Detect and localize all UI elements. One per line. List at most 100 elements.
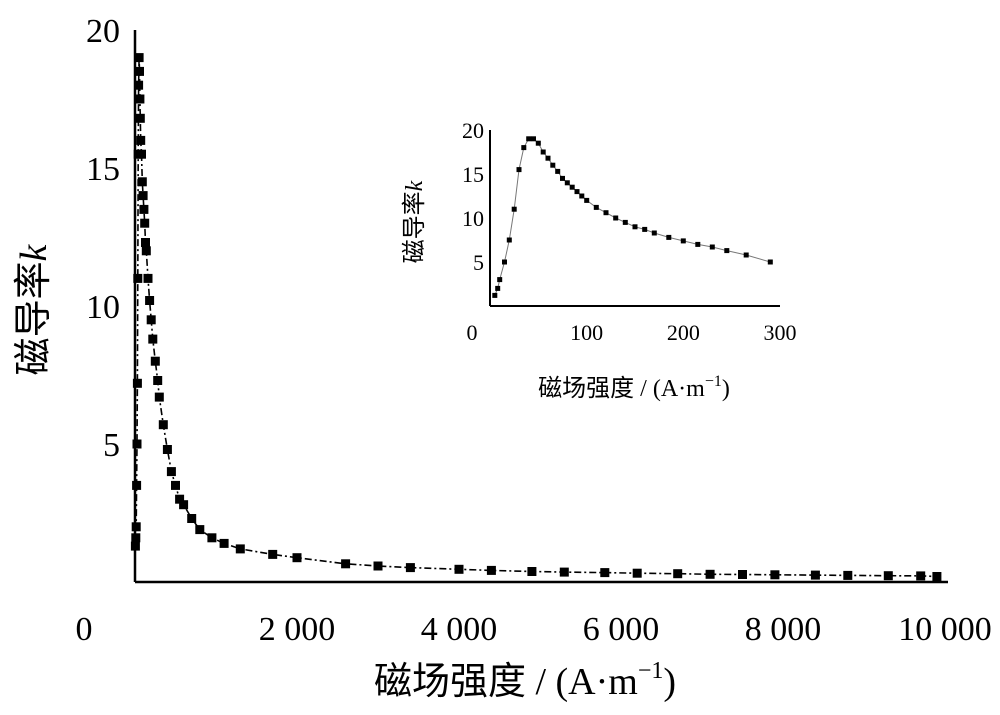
main-x-tick-labels: 0 2 000 4 000 6 000 8 000 10 000: [76, 611, 992, 648]
main-data-point: [843, 570, 853, 580]
main-data-point: [141, 238, 150, 247]
main-x-tick-label: 4 000: [421, 611, 498, 648]
main-data-point: [179, 500, 189, 510]
inset-data-point: [506, 237, 512, 243]
main-data-point: [136, 135, 146, 145]
main-data-point: [207, 533, 217, 543]
main-series-markers: [130, 53, 942, 581]
main-data-point: [810, 570, 820, 580]
inset-data-point: [613, 215, 619, 221]
main-y-tick-label: 20: [86, 13, 120, 50]
main-data-point: [134, 53, 144, 63]
main-data-point: [673, 569, 683, 579]
main-x-tick-label: 10 000: [898, 611, 992, 648]
inset-x-tick-label: 100: [570, 320, 603, 345]
inset-data-point: [535, 140, 541, 146]
main-data-point: [137, 149, 146, 159]
inset-data-point: [632, 224, 638, 230]
main-data-point: [883, 571, 893, 581]
main-data-point: [705, 569, 715, 579]
main-data-point: [600, 568, 610, 578]
main-data-point: [932, 572, 942, 581]
main-y-tick-labels: 5 10 15 20: [86, 13, 120, 464]
main-y-tick-label: 10: [86, 289, 120, 326]
main-data-point: [916, 571, 926, 581]
main-data-point: [141, 246, 151, 256]
main-data-point: [133, 273, 143, 283]
inset-data-point: [545, 155, 551, 161]
main-data-point: [219, 538, 229, 548]
main-y-axis-label: 磁导率k: [13, 243, 55, 375]
main-data-point: [138, 191, 148, 201]
inset-series-markers: [492, 136, 773, 298]
main-data-point: [135, 94, 145, 104]
inset-x-tick-label: 0: [467, 320, 478, 345]
inset-data-point: [767, 259, 773, 265]
inset-series-line: [494, 138, 771, 296]
main-data-point: [143, 273, 153, 283]
main-data-point: [454, 564, 464, 574]
main-data-point: [132, 378, 142, 388]
main-series-line: [134, 57, 937, 578]
main-data-point: [171, 480, 180, 490]
inset-data-point: [651, 230, 657, 236]
inset-data-point: [584, 197, 590, 203]
inset-y-tick-label: 20: [462, 118, 484, 143]
main-data-point: [405, 563, 415, 573]
main-data-point: [148, 334, 158, 344]
inset-data-point: [497, 277, 503, 283]
inset-data-point: [495, 285, 501, 291]
main-data-point: [150, 356, 160, 366]
main-data-point: [154, 392, 164, 402]
inset-data-point: [521, 145, 527, 151]
main-data-point: [135, 66, 144, 76]
inset-data-point: [709, 244, 715, 250]
main-y-tick-label: 15: [86, 151, 120, 188]
main-data-point: [770, 570, 780, 580]
main-x-tick-label: 2 000: [259, 611, 336, 648]
inset-data-point: [550, 162, 556, 168]
main-data-point: [268, 549, 278, 559]
main-data-point: [131, 522, 141, 532]
main-data-point: [166, 467, 176, 477]
inset-x-axis-label: 磁场强度 / (A·m−1): [538, 373, 730, 402]
main-x-axis-label: 磁场强度 / (A·m−1): [374, 658, 676, 703]
inset-y-tick-label: 10: [462, 206, 484, 231]
inset-data-point: [560, 175, 565, 181]
main-x-tick-label: 8 000: [745, 611, 822, 648]
inset-data-point: [603, 210, 609, 216]
inset-data-point: [492, 292, 498, 298]
main-data-point: [139, 204, 149, 214]
main-data-point: [134, 80, 144, 90]
main-data-point: [145, 296, 155, 305]
inset-data-point: [540, 149, 546, 155]
inset-data-point: [511, 206, 517, 212]
inset-data-point: [531, 136, 536, 142]
main-data-point: [158, 420, 168, 430]
inset-data-point: [724, 248, 730, 254]
main-data-point: [135, 113, 145, 123]
inset-data-point: [642, 226, 648, 232]
inset-data-point: [526, 136, 532, 142]
main-data-point: [292, 553, 302, 563]
inset-data-point: [743, 252, 749, 258]
inset-y-axis-label: 磁导率k: [401, 180, 428, 263]
inset-y-tick-labels: 5 10 15 20: [462, 118, 484, 275]
main-data-point: [195, 525, 205, 535]
inset-data-point: [666, 234, 672, 240]
main-x-tick-label: 0: [76, 611, 93, 648]
inset-y-tick-label: 15: [462, 162, 484, 187]
main-data-point: [486, 565, 496, 575]
inset-data-point: [564, 180, 570, 186]
main-data-point: [131, 533, 141, 543]
inset-x-tick-label: 200: [667, 320, 700, 345]
main-data-point: [132, 480, 142, 490]
inset-data-point: [593, 204, 599, 210]
inset-data-point: [622, 219, 628, 225]
main-data-point: [153, 376, 163, 385]
main-data-point: [373, 561, 383, 571]
inset-data-point: [555, 168, 561, 174]
main-data-point: [632, 568, 642, 578]
inset-data-point: [579, 193, 585, 199]
main-data-point: [341, 559, 351, 569]
